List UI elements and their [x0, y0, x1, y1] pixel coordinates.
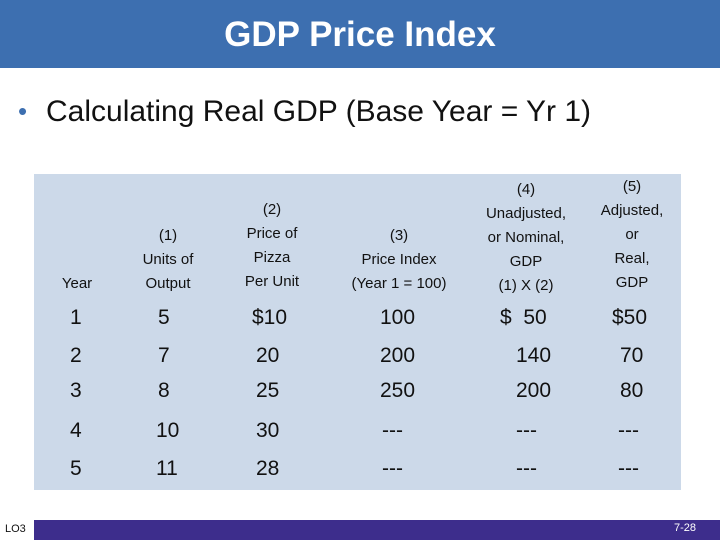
page-number: 7-28: [673, 522, 696, 534]
footer-bar: 7-28: [34, 520, 720, 540]
table-cell-price: 25: [256, 379, 280, 402]
table-cell-nominal: 200: [516, 379, 552, 402]
header-real-gdp: (5) Adjusted, or Real, GDP: [600, 178, 664, 291]
table-cell-nominal: ---: [516, 419, 537, 442]
table-cell-price: 28: [256, 457, 280, 480]
gdp-table-background: [34, 174, 681, 490]
table-cell-index: 250: [380, 379, 416, 402]
title-bar: GDP Price Index: [0, 0, 720, 68]
table-cell-real: 80: [620, 379, 644, 402]
table-cell-units: 5: [158, 306, 170, 329]
table-cell-units: 10: [156, 419, 180, 442]
table-cell-units: 7: [158, 344, 170, 367]
table-cell-year: 1: [70, 306, 82, 329]
header-price-pizza: (2) Price of Pizza Per Unit: [244, 201, 300, 290]
table-cell-price: 30: [256, 419, 280, 442]
header-nominal-gdp: (4) Unadjusted, or Nominal, GDP (1) X (2…: [485, 181, 567, 294]
header-year: Year: [61, 275, 93, 292]
table-cell-year: 2: [70, 344, 82, 367]
bullet-dot-icon: •: [18, 96, 28, 126]
table-cell-nominal: 140: [516, 344, 552, 367]
slide-title: GDP Price Index: [224, 15, 496, 54]
header-price-index: (3) Price Index (Year 1 = 100): [351, 227, 447, 292]
header-units-output: (1) Units of Output: [142, 227, 194, 292]
table-cell-real: ---: [618, 419, 639, 442]
bullet-text: Calculating Real GDP (Base Year = Yr 1): [46, 95, 592, 128]
table-cell-units: 11: [156, 457, 178, 480]
table-cell-index: 200: [380, 344, 416, 367]
table-cell-units: 8: [158, 379, 170, 402]
table-cell-year: 4: [70, 419, 82, 442]
table-cell-real: 70: [620, 344, 644, 367]
table-cell-price: $10: [252, 306, 288, 329]
learning-objective-label: LO3: [5, 523, 26, 535]
table-cell-index: ---: [382, 419, 403, 442]
table-cell-year: 3: [70, 379, 82, 402]
table-cell-real: ---: [618, 457, 639, 480]
table-cell-index: ---: [382, 457, 403, 480]
table-cell-year: 5: [70, 457, 82, 480]
table-cell-nominal: $ 50: [500, 306, 547, 329]
table-cell-price: 20: [256, 344, 280, 367]
table-cell-nominal: ---: [516, 457, 537, 480]
table-cell-index: 100: [380, 306, 416, 329]
table-cell-real: $50: [612, 306, 648, 329]
